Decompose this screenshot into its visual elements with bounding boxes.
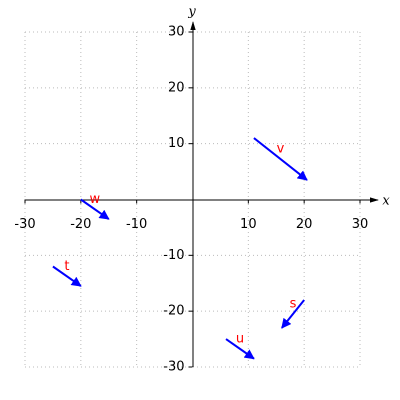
vector-label: u [236, 331, 244, 346]
x-tick-label: 20 [296, 217, 313, 232]
vector-arrow [253, 137, 308, 181]
x-tick-label: 30 [352, 217, 369, 232]
y-tick-label: 30 [168, 25, 185, 40]
y-tick-label: -20 [163, 304, 184, 319]
x-tick-label: -20 [70, 217, 91, 232]
y-tick-label: -10 [163, 248, 184, 263]
vector-label: t [64, 259, 69, 274]
vector-label: w [89, 192, 100, 207]
x-axis-label: x [382, 194, 390, 209]
x-tick-label: -30 [14, 217, 35, 232]
x-tick-label: -10 [126, 217, 147, 232]
vector-arrow [225, 338, 255, 360]
vector-label: v [277, 142, 285, 157]
x-tick-label: 10 [240, 217, 257, 232]
vector-arrow [52, 265, 82, 287]
y-tick-label: 10 [168, 136, 185, 151]
vector-arrow [80, 198, 110, 220]
vector-label: s [290, 296, 297, 311]
y-axis-label: y [187, 5, 196, 20]
vector-arrow [281, 299, 305, 329]
y-tick-label: -30 [163, 360, 184, 375]
y-tick-label: 20 [168, 80, 185, 95]
